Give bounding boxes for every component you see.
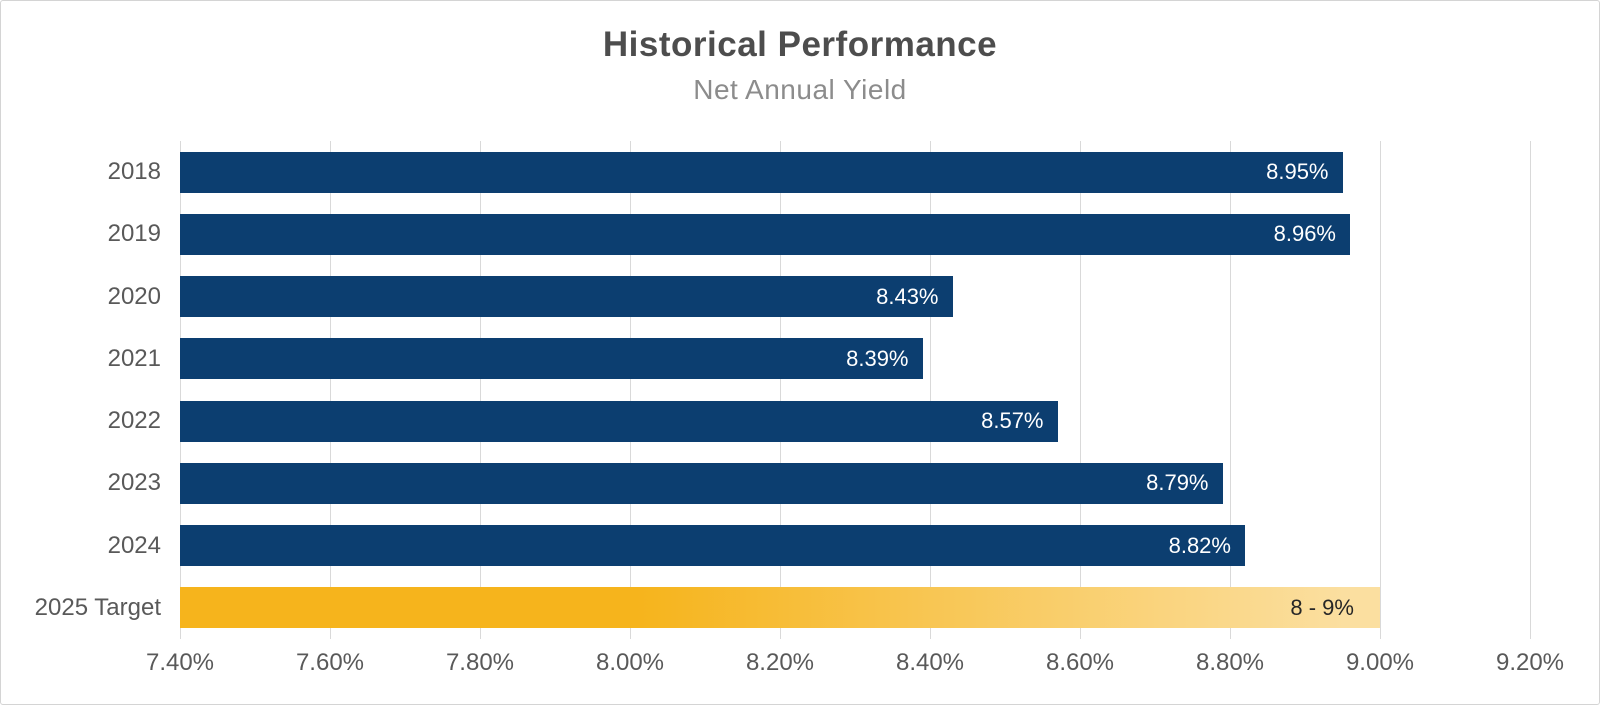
y-axis-label: 2020 <box>107 282 161 310</box>
bar-track: 8.39% <box>180 338 1530 380</box>
x-axis-tick-label: 8.80% <box>1195 649 1265 676</box>
bar-track: 8.95% <box>180 151 1530 193</box>
bar-track: 8.82% <box>180 525 1530 567</box>
bar-track: 8.43% <box>180 276 1530 318</box>
bar-value-label: 8.39% <box>846 345 909 371</box>
x-axis-tick-label: 7.80% <box>445 649 515 676</box>
x-axis-tick-label: 7.40% <box>145 649 215 676</box>
y-axis-label: 2022 <box>107 407 161 435</box>
bar-row: 2022 8.57% <box>1 390 1599 452</box>
value-bar: 8.82% <box>180 525 1245 567</box>
y-axis-label: 2019 <box>107 220 161 248</box>
y-axis-label: 2023 <box>107 469 161 497</box>
bar-track: 8.96% <box>180 213 1530 255</box>
gridline <box>1080 141 1081 639</box>
bar-track: 8.79% <box>180 462 1530 504</box>
x-axis-tick-label: 8.40% <box>895 649 965 676</box>
x-axis-tick-label: 7.60% <box>295 649 365 676</box>
value-bar: 8.96% <box>180 213 1350 255</box>
y-axis-label: 2018 <box>107 158 161 186</box>
bar-row: 2024 8.82% <box>1 515 1599 577</box>
value-bar: 8.95% <box>180 151 1343 193</box>
x-axis-tick-label: 9.00% <box>1345 649 1415 676</box>
gridline <box>1230 141 1231 639</box>
x-axis-tick-label: 8.60% <box>1045 649 1115 676</box>
page-subtitle: Net Annual Yield <box>693 74 907 105</box>
bar-track: 8.57% <box>180 400 1530 442</box>
gridline <box>779 141 781 639</box>
x-axis-tick-label: 8.20% <box>745 649 815 676</box>
value-bar: 8.57% <box>180 400 1058 442</box>
gridline <box>1530 141 1531 639</box>
bar-row: 2020 8.43% <box>1 266 1599 328</box>
gridline <box>329 141 331 639</box>
bar-value-label: 8.96% <box>1273 221 1336 247</box>
value-bar: 8.79% <box>180 462 1223 504</box>
bar-value-label: 8.57% <box>981 408 1044 434</box>
value-bar: 8.43% <box>180 276 953 318</box>
gridline <box>1379 141 1381 639</box>
y-axis-label: 2025 Target <box>34 593 161 621</box>
bar-value-label: 8.82% <box>1168 532 1231 558</box>
bar-value-label: 8.95% <box>1266 159 1329 185</box>
bar-value-label: 8.79% <box>1146 470 1209 496</box>
bar-rows: 2018 8.95% 2019 8.96% 2020 8.43% 2021 8.39% 2022… <box>1 141 1599 639</box>
y-axis-label: 2021 <box>107 344 161 372</box>
bar-row: 2019 8.96% <box>1 203 1599 265</box>
x-axis-tick-label: 9.20% <box>1495 649 1565 676</box>
plot-area <box>180 141 1531 639</box>
bar-track: 8 - 9% <box>180 587 1530 629</box>
gridline <box>630 141 631 639</box>
x-axis: 7.40% 7.60% 7.80% 8.00% 8.20% 8.40% 8.60% 8.80%… <box>146 649 1564 683</box>
page-title: Historical Performance <box>602 25 998 64</box>
target-bar: 8 - 9% <box>180 587 1380 629</box>
bar-row: 2025 Target 8 - 9% <box>1 577 1599 639</box>
y-axis-label: 2024 <box>107 531 161 559</box>
bar-row: 2021 8.39% <box>1 328 1599 390</box>
x-axis-tick-label: 8.00% <box>595 649 665 676</box>
gridline <box>180 141 181 639</box>
bar-row: 2018 8.95% <box>1 141 1599 203</box>
gridline <box>930 141 931 639</box>
gridline <box>479 141 481 639</box>
value-bar: 8.39% <box>180 338 923 380</box>
bar-row: 2023 8.79% <box>1 452 1599 514</box>
bar-value-label: 8.43% <box>876 283 939 309</box>
bar-value-label: 8 - 9% <box>1290 594 1354 620</box>
